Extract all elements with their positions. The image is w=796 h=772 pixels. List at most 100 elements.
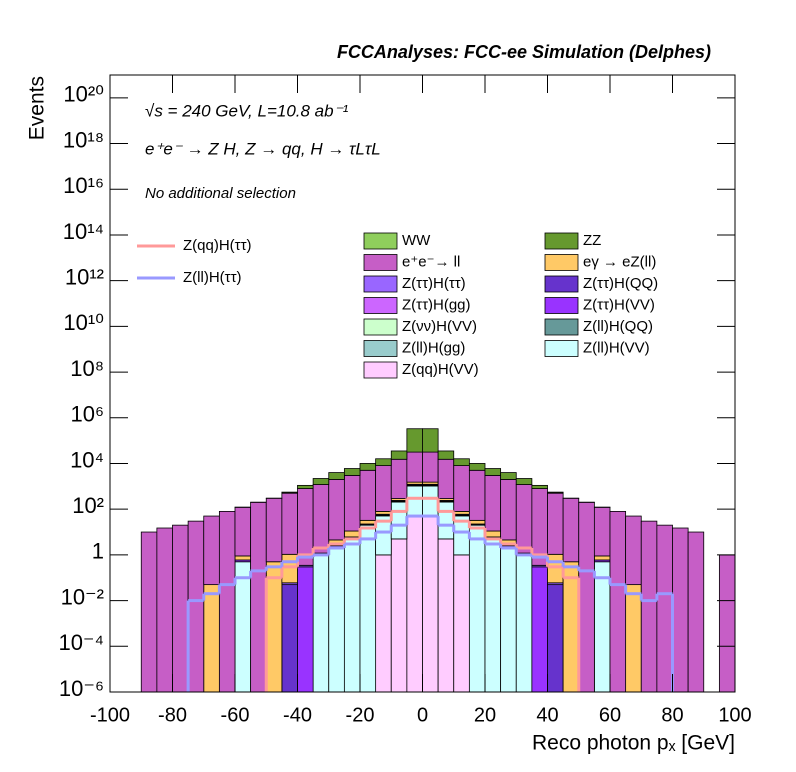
annotation: No additional selection [145,185,296,202]
histogram-segment [328,479,345,541]
histogram-segment [593,555,611,561]
histogram-segment [468,519,486,525]
x-tick-label: 60 [599,704,621,726]
histogram-segment [500,472,517,480]
histogram-segment [390,501,408,540]
histogram-segment [515,554,533,693]
histogram-segment [218,510,236,693]
legend-swatch [544,297,579,314]
histogram-segment [265,561,283,693]
chart-title: FCCAnalyses: FCC-ee Simulation (Delphes) [337,42,711,62]
legend-swatch [363,275,398,293]
histogram-segment [328,547,345,693]
legend-label: Z(ττ)H(QQ) [583,275,658,292]
legend-label: Z(ττ)H(ττ) [402,275,466,292]
histogram-segment [453,458,470,466]
histogram-segment [281,492,298,555]
histogram-segment [500,479,517,541]
histogram-segment [484,468,502,476]
legend-label: e⁺e⁻→ ll [402,253,460,270]
histogram-segment [437,538,455,693]
histogram-segment [234,555,252,561]
histogram-segment [547,553,564,584]
histogram-segment [390,450,408,460]
y-tick-label: 1 [92,539,104,564]
histogram-segment [281,584,298,693]
y-tick-label: 10²⁰ [63,82,104,107]
legend-swatch [363,340,398,357]
legend-label: WW [402,232,431,249]
histogram-segment [437,458,455,499]
histogram-segment [156,527,173,693]
histogram-segment [547,584,564,693]
annotation: √s = 240 GeV, L=10.8 ab⁻¹ [145,101,349,120]
histogram-segment [500,547,517,693]
histogram-segment [453,554,470,693]
histogram-segment [625,584,642,693]
x-tick-label: -20 [346,704,375,726]
histogram-segment [375,554,392,693]
histogram-segment [593,561,611,693]
histogram-segment [312,478,330,485]
legend-label: ZZ [583,232,601,249]
legend-swatch [544,232,579,250]
histogram-segment [484,530,502,538]
histogram-segment [234,506,252,557]
histogram-segment [547,492,564,555]
histogram-segment [390,538,408,693]
histogram-segment [265,497,283,563]
legend-swatch [363,297,398,314]
histogram-segment [343,530,361,538]
y-tick-label: 10² [72,493,104,518]
y-tick-label: 10⁻⁴ [58,630,104,655]
histogram-segment [515,484,533,554]
histogram-segment [422,451,439,483]
histogram-segment [656,524,673,693]
x-tick-label: 0 [417,704,428,726]
y-tick-label: 10¹⁶ [63,173,104,198]
histogram-segment [468,469,486,521]
histogram-segment [390,458,408,499]
histogram-segment [531,484,548,489]
histogram-segment [187,520,205,693]
y-tick-label: 10⁸ [70,356,104,381]
histogram-segment [578,501,595,693]
y-tick-label: 10¹² [65,264,104,289]
y-tick-label: 10⁻² [61,584,104,609]
y-tick-label: 10⁻⁶ [59,676,104,701]
histogram-segment [328,472,345,480]
x-tick-label: 100 [718,704,751,726]
histogram-segment [297,484,314,489]
histogram-segment [375,510,392,515]
histogram-segment [359,524,377,693]
histogram-segment [437,450,455,460]
x-tick-label: -100 [90,704,130,726]
legend-label: Z(qq)H(VV) [402,361,479,378]
histogram-segment [687,531,705,693]
histogram-segment [343,538,361,693]
histogram-segment [484,538,502,693]
histogram-segment [468,524,486,693]
histogram-segment [453,510,470,515]
histogram-segment [640,520,658,693]
legend-swatch [363,232,398,250]
histogram-segment [422,485,439,517]
histogram-segment [140,531,158,693]
x-axis-label: Reco photon pₓ [GeV] [532,732,735,755]
histogram-segment [234,561,252,693]
x-tick-label: 40 [536,704,558,726]
x-tick-label: 20 [474,704,496,726]
y-tick-label: 10¹⁴ [63,219,104,244]
histogram-segment [375,465,392,512]
histogram-segment [312,484,330,554]
x-tick-label: -60 [221,704,250,726]
legend-label: Z(ll)H(gg) [402,339,465,356]
histogram-segment [453,465,470,512]
annotation: e⁺e⁻ → Z H, Z → qq, H → τLτL [145,139,381,158]
histogram-segment [562,561,580,693]
histogram-segment [531,566,548,693]
legend-label: Z(ττ)H(VV) [583,296,655,313]
legend-label: Z(ll)H(ττ) [183,269,242,286]
histogram-segment [625,515,642,586]
